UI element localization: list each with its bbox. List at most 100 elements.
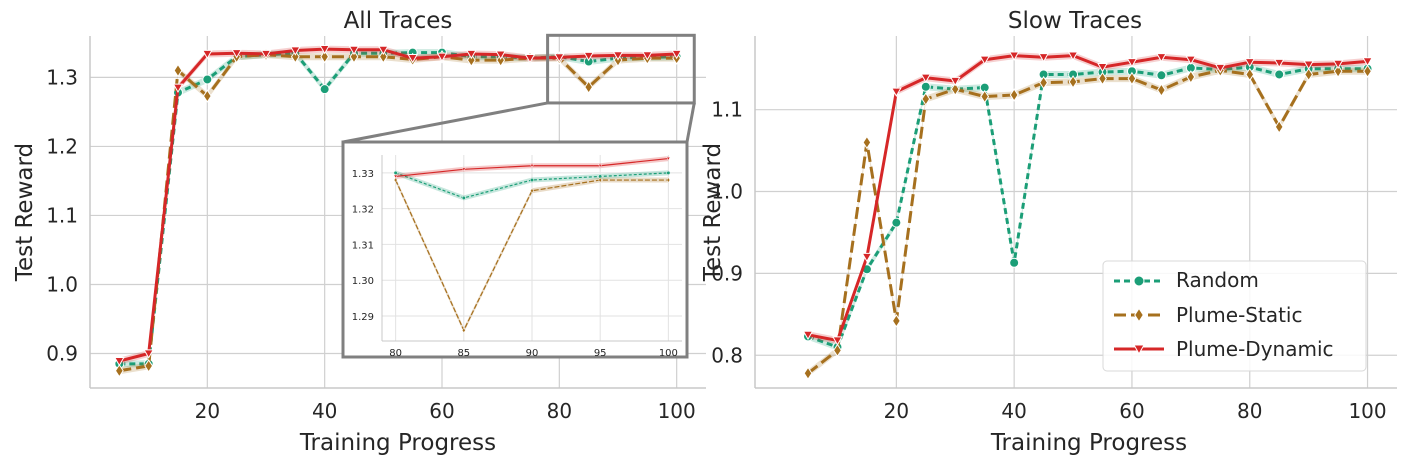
data-point [466, 53, 476, 67]
data-point [202, 74, 213, 85]
data-point [583, 51, 595, 62]
inset-y-tick-label: 1.33 [352, 169, 374, 180]
inset-data-point [530, 187, 534, 194]
data-point [949, 76, 961, 87]
data-point [803, 366, 813, 381]
data-point [114, 363, 124, 378]
y-tick-label: 0.9 [46, 341, 78, 365]
inset-series-plume-dynamic [393, 156, 671, 179]
inset-data-point [393, 174, 398, 179]
data-point [950, 82, 960, 96]
inset-x-tick-label: 100 [659, 348, 678, 359]
series-line [118, 47, 677, 363]
data-point [1274, 69, 1285, 80]
x-axis-label: Training Progress [299, 430, 496, 456]
series-plume-dynamic [113, 45, 683, 367]
data-point [833, 343, 842, 358]
zoom-connector [685, 102, 696, 143]
y-tick-label: 1.0 [711, 180, 743, 204]
series-plume-static [803, 63, 1372, 381]
data-point [671, 49, 683, 60]
data-point [1156, 53, 1167, 63]
x-tick-label: 20 [195, 399, 220, 423]
x-tick-label: 80 [547, 399, 572, 423]
data-point [1186, 70, 1196, 84]
y-tick-label: 1.2 [46, 134, 78, 158]
inset-data-point [461, 195, 466, 200]
inset-data-point [529, 164, 535, 168]
legend-marker [1133, 344, 1145, 355]
inset-data-point [666, 170, 671, 175]
data-point [349, 49, 359, 64]
data-point [144, 359, 154, 373]
panel-slow-traces: 20 40 60 80 100 0.8 0.9 1.0 1.1 Slow Traces Tra… [700, 8, 1397, 456]
inset-series-plume-static [393, 177, 671, 334]
inset-y-tick-label: 1.29 [352, 312, 374, 323]
data-point [553, 53, 565, 63]
inset-data-point [597, 164, 603, 168]
series-line [119, 53, 677, 373]
inset-x-tick-label: 90 [526, 348, 539, 359]
y-tick-label: 0.9 [711, 261, 743, 285]
data-point [862, 135, 872, 150]
series-line [807, 68, 1368, 375]
legend-frame [1102, 260, 1367, 372]
data-point [1363, 64, 1372, 78]
data-point [1185, 55, 1197, 66]
inset-y-tick-label: 1.32 [352, 205, 374, 216]
inset-data-point [666, 177, 671, 183]
x-tick-label: 40 [312, 399, 337, 423]
inset-frame [341, 140, 689, 359]
data-point [861, 252, 873, 263]
data-point [1127, 71, 1137, 86]
data-point [377, 45, 389, 56]
chart-title: All Traces [344, 8, 453, 34]
inset-series-lines [393, 156, 671, 334]
data-point [1273, 58, 1285, 69]
data-point [320, 49, 330, 64]
legend-items [1114, 275, 1164, 355]
chart-title: Slow Traces [1008, 8, 1142, 34]
data-point [289, 46, 301, 56]
zoom-rectangle [546, 33, 696, 105]
data-point [495, 50, 507, 60]
data-point [1332, 59, 1344, 70]
legend-label-random: Random [1176, 268, 1259, 292]
data-point [290, 49, 300, 64]
legend-label-plume-dynamic: Plume-Dynamic [1176, 337, 1334, 361]
zoom-connector [342, 101, 548, 144]
legend-label-plume-static: Plume-Static [1176, 303, 1302, 327]
inset-x-tick-label: 85 [457, 348, 470, 359]
data-point [319, 45, 331, 55]
data-point [1244, 58, 1256, 68]
inset-data-point [598, 177, 603, 183]
data-point [1333, 64, 1343, 78]
data-point [1097, 63, 1108, 73]
data-point [1067, 51, 1079, 61]
data-point [201, 49, 213, 60]
x-tick-labels: 20 40 60 80 100 [884, 399, 1387, 423]
inset-x-tick-label: 95 [594, 348, 607, 359]
y-tick-label: 1.0 [46, 272, 78, 296]
inset-gridlines [382, 155, 682, 341]
data-point [802, 330, 814, 341]
inset-series-line [395, 179, 669, 332]
y-tick-label: 1.1 [46, 203, 78, 227]
data-point [260, 49, 272, 60]
data-point [202, 89, 212, 103]
data-point [231, 49, 243, 59]
inset-data-point [666, 156, 671, 161]
series-line [807, 54, 1368, 343]
x-tick-label: 60 [429, 399, 454, 423]
data-point [1009, 257, 1020, 268]
inset-zoom: 80 85 90 95 100 1.29 1.30 1.31 1.32 1.33 [341, 140, 689, 359]
data-point [1126, 58, 1138, 68]
x-tick-label: 20 [884, 399, 909, 423]
x-tick-label: 40 [1001, 399, 1026, 423]
x-tick-label: 100 [658, 399, 696, 423]
inset-data-point [529, 177, 535, 183]
y-tick-label: 0.8 [711, 343, 743, 367]
data-point [1274, 120, 1284, 134]
data-point [143, 349, 155, 359]
data-point [920, 73, 932, 84]
